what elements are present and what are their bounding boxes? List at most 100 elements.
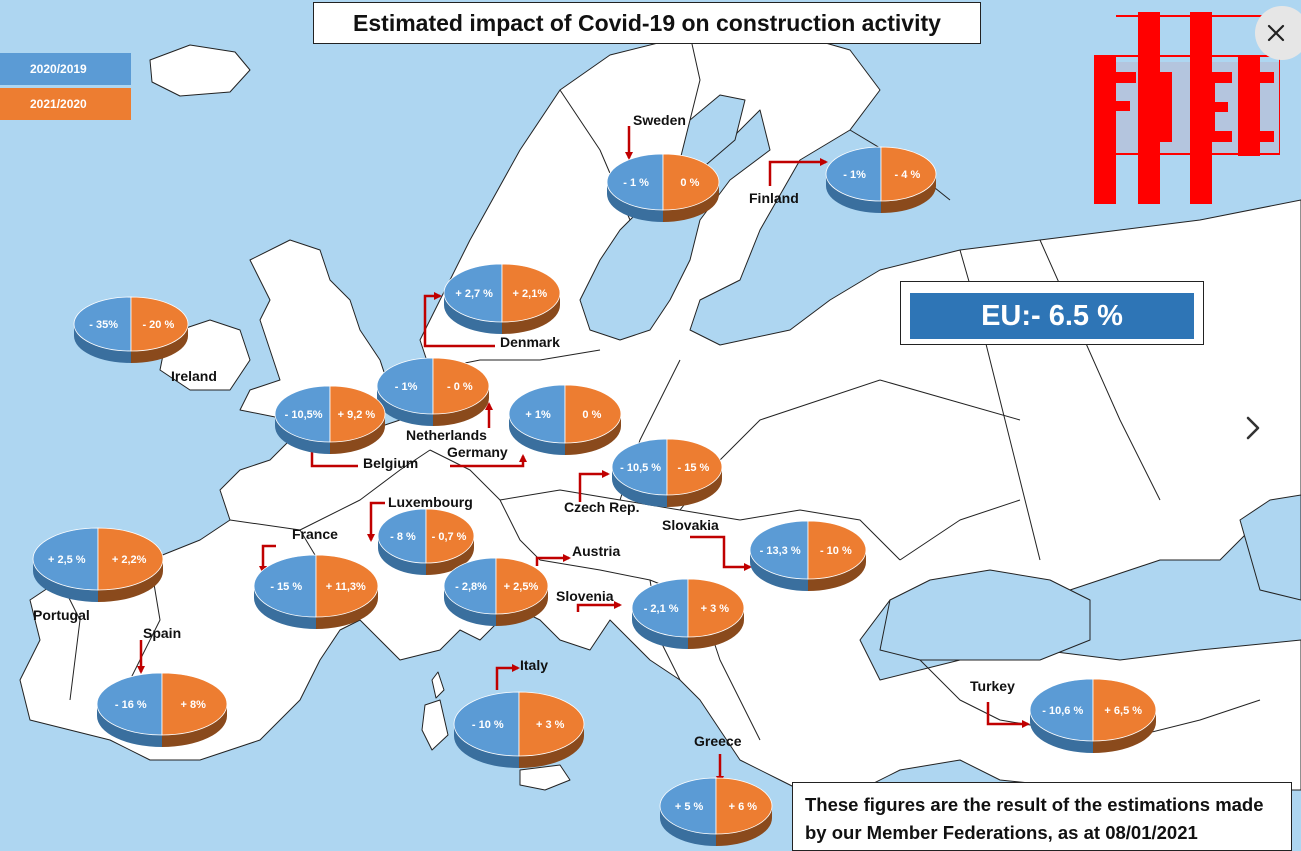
value-2020-ireland: - 35% bbox=[89, 319, 118, 331]
pie-slice-2020-spain bbox=[96, 672, 163, 736]
value-2021-portugal: + 2,2% bbox=[112, 554, 147, 566]
value-2021-italy: + 3 % bbox=[536, 719, 565, 731]
arrow-turkey bbox=[986, 702, 1030, 728]
pie-slice-2021-italy bbox=[518, 691, 585, 757]
pie-slice-2021-germany bbox=[564, 384, 622, 444]
pie-side-2021-finland bbox=[881, 174, 936, 213]
country-label-france: France bbox=[292, 526, 338, 542]
pie-slice-2020-italy bbox=[453, 691, 520, 757]
value-2021-slovenia: + 3 % bbox=[701, 603, 730, 615]
pie-side-2021-belgium bbox=[330, 414, 385, 454]
value-2020-luxembourg: - 8 % bbox=[390, 531, 416, 543]
pie-side-2021-greece bbox=[716, 806, 772, 846]
sardinia bbox=[421, 699, 449, 751]
pie-side-2020-denmark bbox=[444, 293, 502, 334]
pie-side-2020-sweden bbox=[607, 182, 663, 222]
pie-slice-2021-spain bbox=[161, 672, 228, 736]
value-2020-france: - 15 % bbox=[270, 581, 302, 593]
pie-side-2021-turkey bbox=[1093, 710, 1156, 753]
arrow-france bbox=[259, 544, 276, 574]
pie-slice-2020-czech-rep bbox=[611, 438, 668, 496]
value-2020-portugal: + 2,5 % bbox=[48, 554, 86, 566]
value-2021-finland: - 4 % bbox=[895, 169, 921, 181]
pie-side-2021-germany bbox=[565, 414, 621, 455]
pie-slice-2020-sweden bbox=[606, 153, 664, 211]
value-2020-spain: - 16 % bbox=[115, 699, 147, 711]
pie-slice-2021-sweden bbox=[662, 153, 720, 211]
pie-portugal: + 2,5 % + 2,2% bbox=[32, 527, 164, 602]
country-label-luxembourg: Luxembourg bbox=[388, 494, 473, 510]
pie-slice-2020-greece bbox=[659, 777, 717, 835]
country-label-ireland: Ireland bbox=[171, 368, 217, 384]
pie-slice-2021-finland bbox=[880, 146, 937, 202]
value-2021-greece: + 6 % bbox=[729, 801, 758, 813]
pie-side-2021-spain bbox=[162, 704, 227, 747]
pie-charts: - 1 % 0 % - 1% - 4 % + 2,7 % + 2,1% - 35% - 20 … bbox=[32, 146, 1157, 846]
pie-slice-2021-belgium bbox=[329, 385, 386, 443]
legend-item-2020-2019: 2020/2019 bbox=[0, 53, 131, 85]
value-2020-belgium: - 10,5% bbox=[285, 409, 323, 421]
value-2021-belgium: + 9,2 % bbox=[338, 409, 376, 421]
pie-slice-2020-netherlands bbox=[376, 357, 434, 415]
pie-germany: + 1% 0 % bbox=[508, 384, 622, 455]
country-label-finland: Finland bbox=[749, 190, 799, 206]
fiec-logo bbox=[1094, 12, 1280, 204]
value-2020-germany: + 1% bbox=[525, 409, 551, 421]
pie-slice-2021-turkey bbox=[1092, 678, 1157, 742]
pie-side-2021-ireland bbox=[131, 324, 188, 363]
pie-side-2020-belgium bbox=[275, 414, 330, 454]
pie-side-2020-ireland bbox=[74, 324, 131, 363]
pie-slice-2020-slovakia bbox=[749, 520, 809, 580]
pie-slice-2020-belgium bbox=[274, 385, 331, 443]
pie-slice-2021-denmark bbox=[501, 263, 561, 323]
pie-slice-2020-germany bbox=[508, 384, 566, 444]
value-2021-slovakia: - 10 % bbox=[820, 545, 852, 557]
pie-slice-2021-greece bbox=[715, 777, 773, 835]
value-2021-netherlands: - 0 % bbox=[447, 381, 473, 393]
pie-side-2020-netherlands bbox=[377, 386, 433, 426]
pie-france: - 15 % + 11,3% bbox=[253, 554, 379, 629]
eu-summary-box: EU:- 6.5 % bbox=[900, 281, 1204, 345]
close-button[interactable] bbox=[1255, 6, 1301, 60]
pie-finland: - 1% - 4 % bbox=[825, 146, 937, 213]
pie-slice-2021-czech-rep bbox=[666, 438, 723, 496]
pie-sweden: - 1 % 0 % bbox=[606, 153, 720, 222]
eu-summary-value: EU:- 6.5 % bbox=[910, 293, 1194, 339]
slide-title: Estimated impact of Covid-19 on construc… bbox=[313, 2, 981, 44]
pie-luxembourg: - 8 % - 0,7 % bbox=[377, 508, 475, 575]
pie-slice-2020-france bbox=[253, 554, 317, 618]
pie-italy: - 10 % + 3 % bbox=[453, 691, 585, 768]
value-2021-france: + 11,3% bbox=[326, 581, 366, 593]
pie-side-2020-finland bbox=[826, 174, 881, 213]
value-2020-denmark: + 2,7 % bbox=[455, 288, 493, 300]
pie-slice-2020-ireland bbox=[73, 296, 132, 352]
country-label-belgium: Belgium bbox=[363, 455, 418, 471]
value-2020-finland: - 1% bbox=[843, 169, 866, 181]
pie-side-2021-slovakia bbox=[808, 550, 866, 591]
pie-side-2021-portugal bbox=[98, 559, 163, 602]
pie-side-2021-sweden bbox=[663, 182, 719, 222]
pie-side-2020-turkey bbox=[1030, 710, 1093, 753]
arrow-slovenia bbox=[576, 601, 622, 612]
next-slide-button[interactable] bbox=[1222, 397, 1284, 459]
arrow-italy bbox=[495, 664, 520, 690]
pie-side-2020-france bbox=[254, 586, 316, 629]
arrow-luxembourg bbox=[367, 501, 385, 542]
country-label-slovenia: Slovenia bbox=[556, 588, 614, 604]
value-2021-luxembourg: - 0,7 % bbox=[432, 531, 467, 543]
country-label-italy: Italy bbox=[520, 657, 548, 673]
pie-czech-rep: - 10,5 % - 15 % bbox=[611, 438, 723, 507]
pie-slice-2021-austria bbox=[495, 557, 549, 615]
legend-item-2021-2020: 2021/2020 bbox=[0, 88, 131, 120]
value-2020-slovakia: - 13,3 % bbox=[760, 545, 801, 557]
pie-side-2021-denmark bbox=[502, 293, 560, 334]
value-2020-italy: - 10 % bbox=[472, 719, 504, 731]
value-2020-greece: + 5 % bbox=[675, 801, 704, 813]
country-label-netherlands: Netherlands bbox=[406, 427, 487, 443]
pie-slovakia: - 13,3 % - 10 % bbox=[749, 520, 867, 591]
pie-side-2020-austria bbox=[444, 586, 496, 626]
sicily bbox=[519, 764, 571, 791]
legend: 2020/2019 2021/2020 bbox=[0, 53, 131, 123]
corsica bbox=[431, 671, 445, 699]
